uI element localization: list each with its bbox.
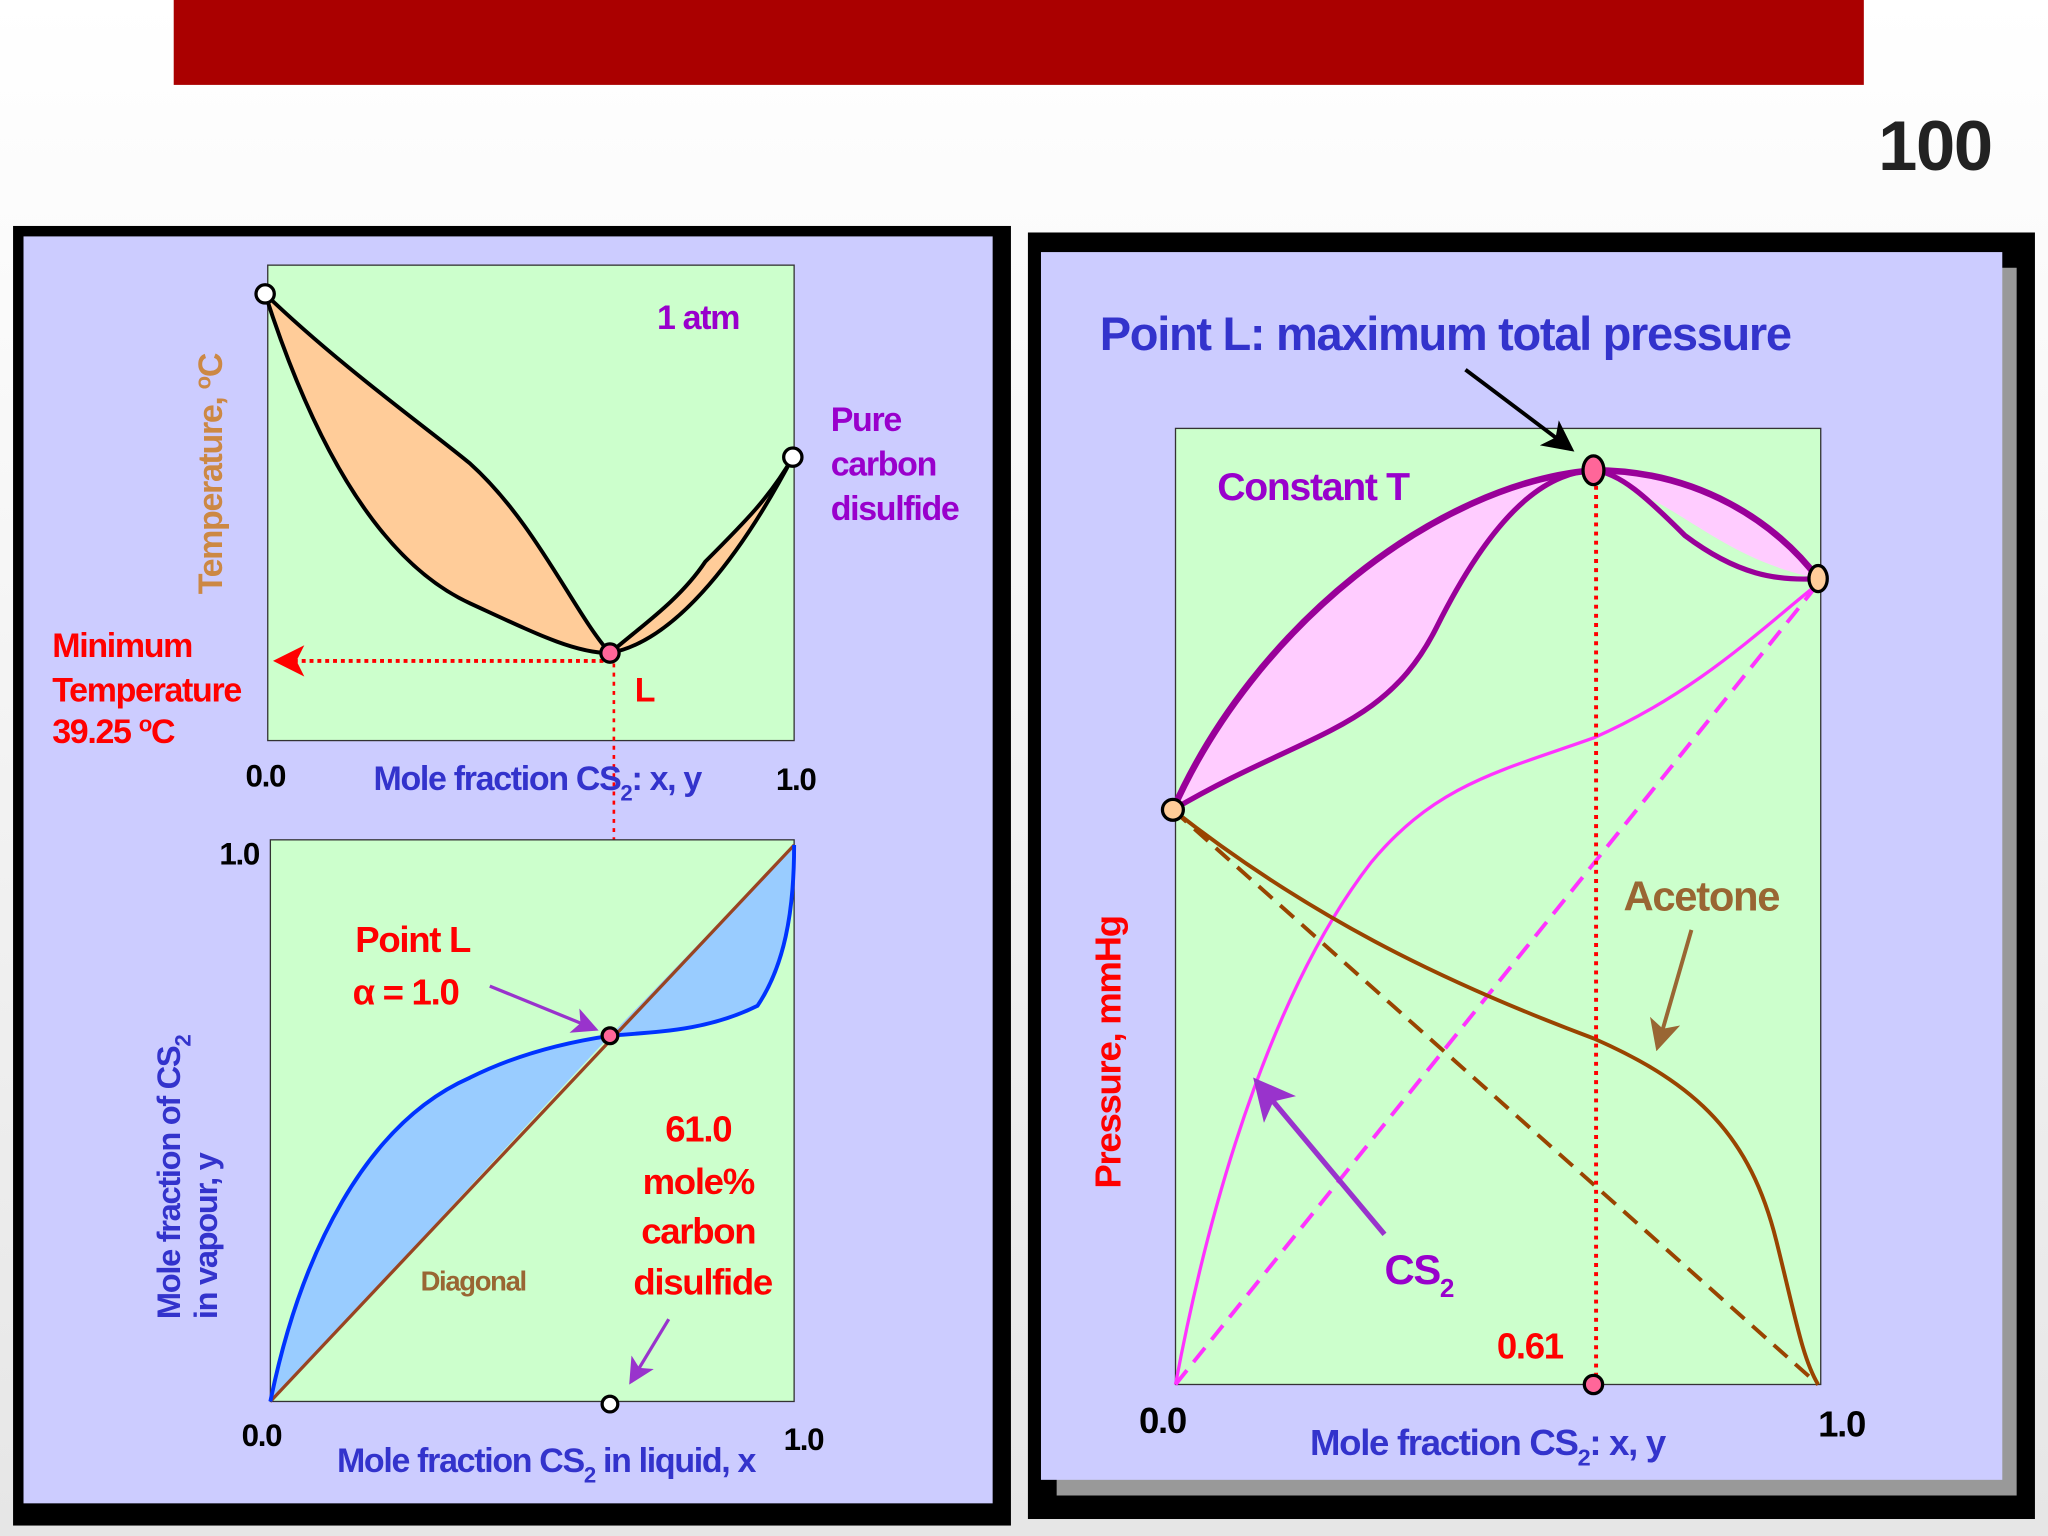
text: Mole fraction CS bbox=[337, 1442, 585, 1480]
tick-label: 1.0 bbox=[776, 762, 817, 797]
y-axis-label: in vapour, y bbox=[187, 1152, 224, 1319]
text: Mole fraction CS bbox=[374, 760, 622, 798]
liquid-curve bbox=[263, 293, 795, 656]
two-phase-region bbox=[1172, 470, 1819, 810]
text: : x, y bbox=[1589, 1422, 1666, 1463]
text: o bbox=[190, 376, 215, 389]
text: C bbox=[192, 353, 230, 377]
label: L bbox=[635, 671, 655, 709]
text: Point L bbox=[355, 919, 471, 960]
ideal-line bbox=[1171, 808, 1820, 1386]
text: Temperature bbox=[52, 671, 241, 709]
point bbox=[1807, 563, 1829, 594]
label: 0.61 bbox=[1497, 1325, 1564, 1366]
vapour-curve bbox=[263, 292, 795, 656]
label: 61.0 mole% carbon disulfide bbox=[633, 1109, 773, 1303]
text: carbon bbox=[641, 1210, 755, 1251]
arrow bbox=[489, 984, 599, 1033]
arrow bbox=[629, 1318, 671, 1385]
label: Point L α = 1.0 bbox=[353, 919, 479, 1012]
text: 2 bbox=[584, 1462, 596, 1487]
y-axis-label: Mole fraction of CS2 bbox=[150, 1035, 195, 1320]
text: carbon bbox=[831, 445, 936, 483]
point bbox=[1160, 797, 1185, 822]
text: disulfide bbox=[831, 490, 959, 528]
point bbox=[600, 1026, 620, 1046]
text: : x, y bbox=[631, 760, 702, 798]
text: C bbox=[151, 713, 175, 751]
point bbox=[600, 1394, 620, 1414]
two-phase-region bbox=[265, 293, 610, 654]
note: 1 atm bbox=[657, 299, 739, 337]
header-bar bbox=[173, 0, 1864, 85]
total-pressure-curve bbox=[1169, 466, 1821, 812]
y-axis-label: Pressure, mmHg bbox=[1088, 916, 1129, 1188]
label: Minimum Temperature 39.25 oC bbox=[52, 627, 249, 751]
text: 2 bbox=[171, 1035, 196, 1047]
tick-label: 1.0 bbox=[1818, 1404, 1865, 1445]
text: Mole fraction of CS bbox=[150, 1046, 187, 1319]
arrow bbox=[1650, 929, 1694, 1052]
text: 2 bbox=[620, 781, 632, 806]
point bbox=[599, 642, 621, 664]
panel-title: Point L: maximum total pressure bbox=[1100, 307, 1791, 360]
point bbox=[1582, 1373, 1605, 1396]
tick-label: 1.0 bbox=[784, 1422, 825, 1457]
x-axis-label: Mole fraction CS2: x, y bbox=[1310, 1422, 1667, 1470]
text: o bbox=[139, 711, 152, 736]
tick-label: 0.0 bbox=[246, 758, 287, 793]
vapour-curve bbox=[1171, 467, 1819, 813]
text: Pure bbox=[831, 401, 902, 439]
point bbox=[254, 283, 276, 305]
tick-label: 0.0 bbox=[242, 1418, 283, 1453]
text: Minimum bbox=[52, 627, 192, 665]
arrow bbox=[1464, 368, 1575, 452]
point bbox=[1581, 454, 1606, 487]
text: disulfide bbox=[633, 1261, 773, 1302]
label: Acetone bbox=[1624, 872, 1780, 919]
cs2-curve bbox=[1173, 582, 1820, 1385]
text: mole% bbox=[643, 1161, 755, 1202]
text: α = 1.0 bbox=[353, 971, 459, 1012]
y-axis-label: Temperature, oC bbox=[190, 353, 230, 594]
text: 61.0 bbox=[665, 1109, 731, 1150]
point bbox=[782, 446, 804, 468]
arrow bbox=[1253, 1077, 1387, 1236]
text: Temperature, bbox=[192, 389, 230, 594]
text: in liquid, x bbox=[595, 1442, 757, 1480]
equilibrium-curve bbox=[268, 845, 797, 1402]
text: 2 bbox=[1578, 1444, 1591, 1470]
text: Mole fraction CS bbox=[1310, 1422, 1578, 1463]
text: 39.25 bbox=[52, 713, 139, 751]
diagonal-line bbox=[269, 843, 796, 1403]
slide-number: 100 bbox=[1878, 106, 1992, 185]
tick-label: 1.0 bbox=[219, 837, 260, 872]
tick-label: 0.0 bbox=[1139, 1400, 1186, 1441]
x-axis-label: Mole fraction CS2 in liquid, x bbox=[337, 1442, 757, 1487]
acetone-curve bbox=[1171, 808, 1820, 1386]
x-axis-label: Mole fraction CS2: x, y bbox=[374, 760, 703, 805]
text: CS bbox=[1384, 1246, 1440, 1293]
label: Diagonal bbox=[421, 1265, 526, 1296]
text: 2 bbox=[1440, 1273, 1454, 1303]
label: Constant T bbox=[1217, 466, 1410, 509]
label: Pure carbon disulfide bbox=[831, 401, 959, 528]
label: CS2 bbox=[1384, 1246, 1453, 1303]
